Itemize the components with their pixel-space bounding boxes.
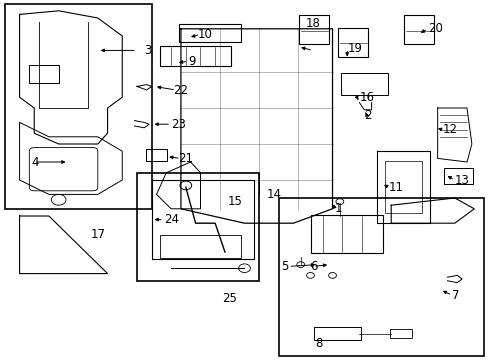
Text: 7: 7 (451, 289, 459, 302)
Text: 22: 22 (173, 84, 188, 96)
Text: 4: 4 (32, 156, 39, 168)
Text: 3: 3 (144, 44, 151, 57)
Text: 19: 19 (346, 42, 362, 55)
Text: 15: 15 (227, 195, 242, 208)
Text: 23: 23 (171, 118, 185, 131)
Text: 1: 1 (334, 202, 342, 215)
Text: 5: 5 (281, 260, 288, 273)
Text: 11: 11 (388, 181, 403, 194)
Text: 10: 10 (198, 28, 212, 41)
Text: 25: 25 (222, 292, 237, 305)
Text: 14: 14 (266, 188, 281, 201)
Text: 24: 24 (163, 213, 179, 226)
Text: 18: 18 (305, 17, 320, 30)
Text: 17: 17 (90, 228, 105, 240)
Text: 20: 20 (427, 22, 442, 35)
Text: 13: 13 (454, 174, 468, 186)
Text: 6: 6 (310, 260, 317, 273)
Text: 16: 16 (359, 91, 374, 104)
Text: 2: 2 (364, 109, 371, 122)
Text: 9: 9 (188, 55, 195, 68)
Text: 21: 21 (178, 152, 193, 165)
Text: 8: 8 (315, 337, 322, 350)
Text: 12: 12 (442, 123, 457, 136)
